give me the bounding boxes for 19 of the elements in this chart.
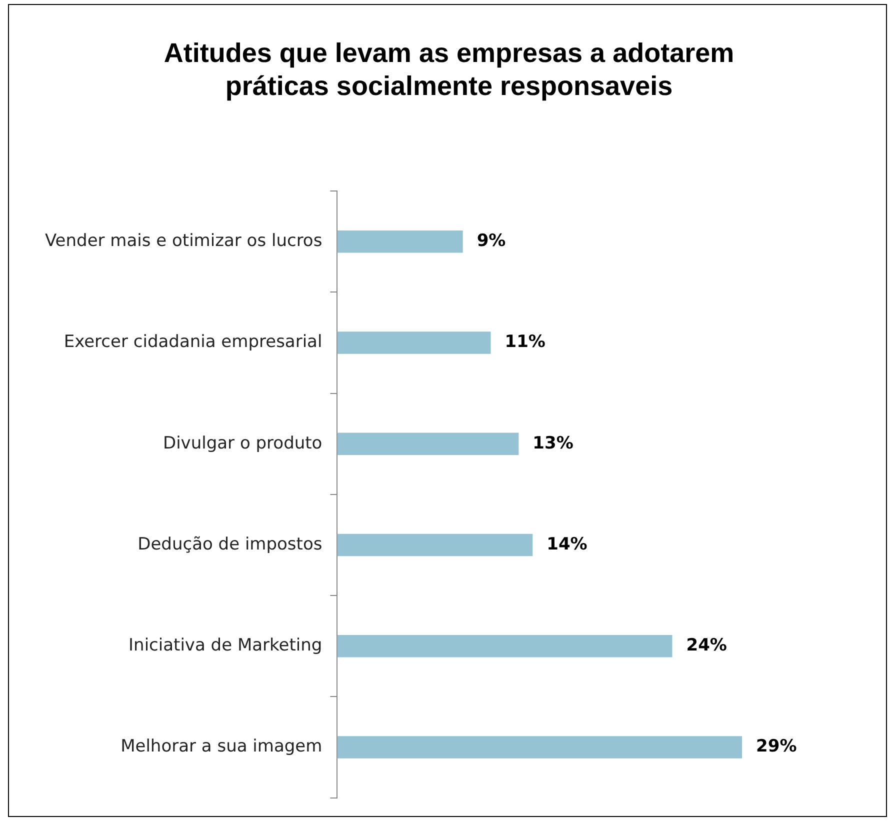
y-tick-label: Dedução de impostos — [138, 534, 322, 554]
data-label: 11% — [504, 332, 546, 352]
y-tick-label: Divulgar o produto — [162, 433, 322, 454]
chart-title: Atitudes que levam as empresas a adotarem práticas socialmente responsaveis — [162, 37, 736, 103]
bar — [337, 634, 672, 658]
bar — [337, 534, 533, 556]
data-label: 13% — [532, 433, 574, 454]
data-label: 9% — [476, 230, 506, 251]
data-label: 29% — [756, 736, 797, 757]
data-label: 24% — [686, 636, 727, 656]
bar — [337, 230, 463, 253]
y-tick-label: Exercer cidadania empresarial — [64, 332, 322, 352]
y-tick-label: Iniciativa de Marketing — [128, 636, 322, 656]
bar — [337, 432, 519, 455]
y-tick-label: Vender mais e otimizar os lucros — [44, 230, 322, 251]
bar — [337, 736, 742, 758]
data-label: 14% — [546, 534, 588, 554]
y-tick-label: Melhorar a sua imagem — [120, 736, 322, 757]
bar — [337, 332, 491, 354]
